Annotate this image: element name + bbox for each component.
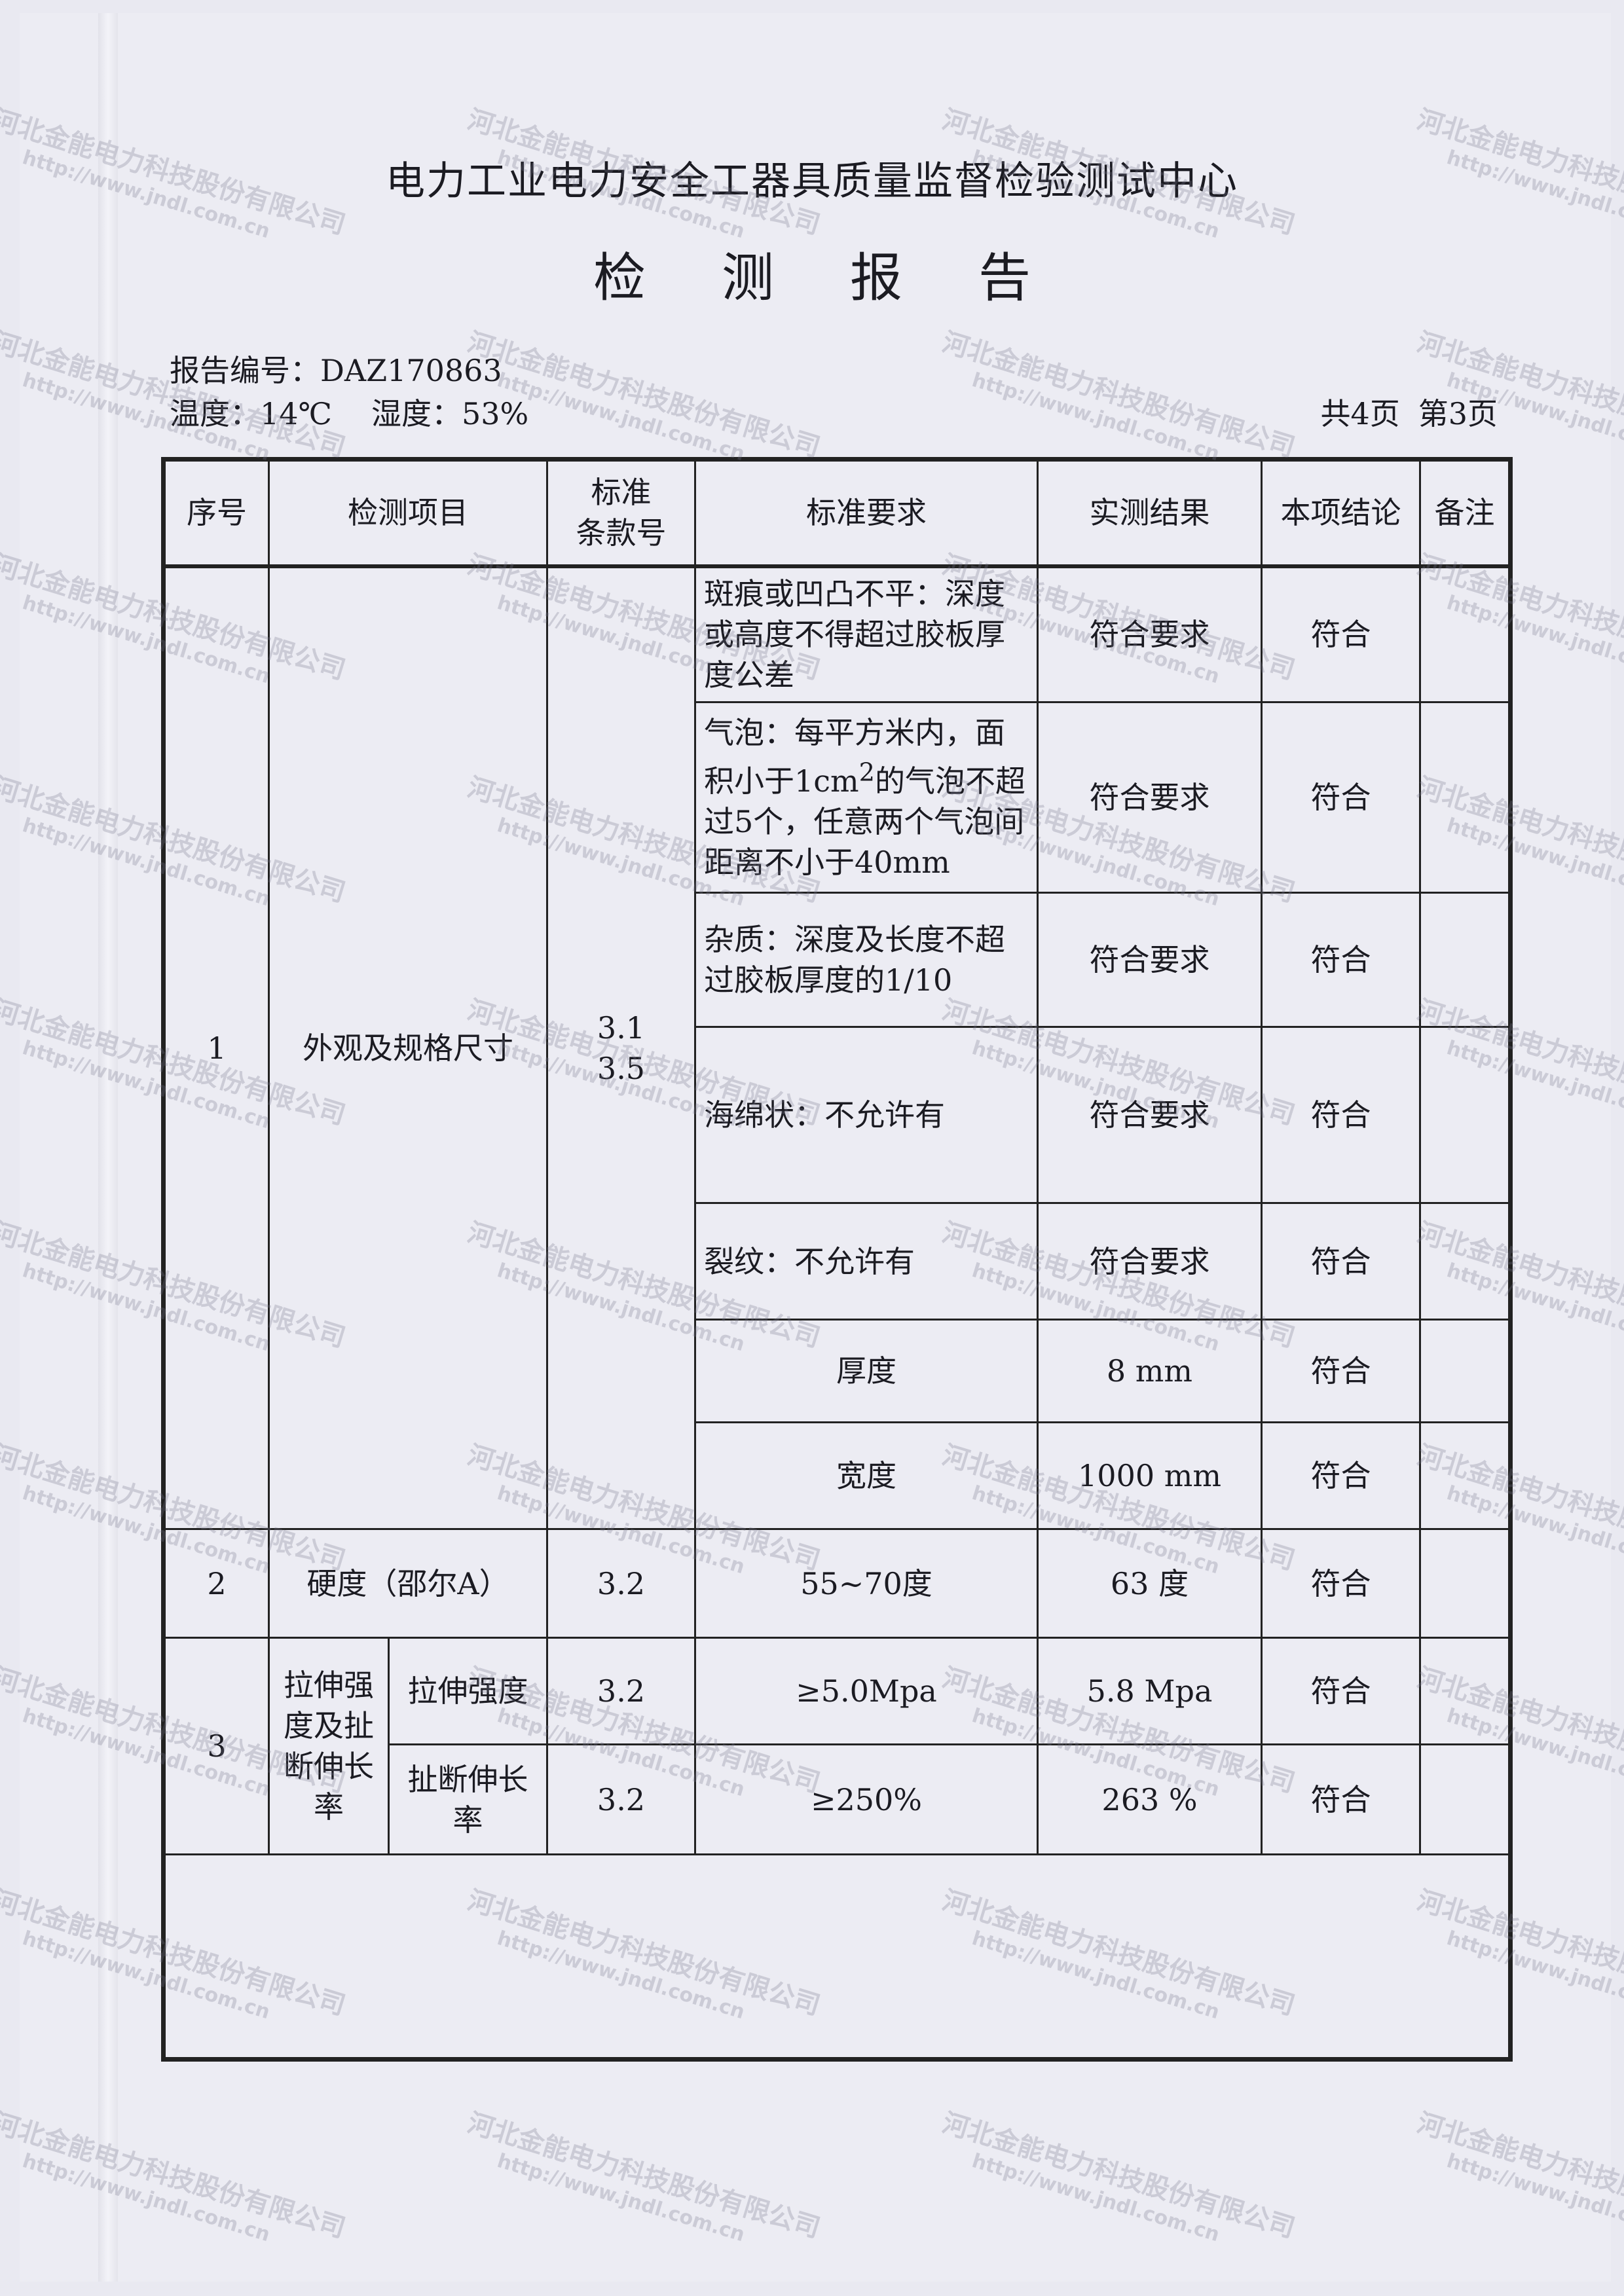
cell-item: 外观及规格尺寸 [268,565,548,1530]
cell-result: 1000 mm [1037,1421,1263,1530]
cell-subitem: 拉伸强度 [388,1637,548,1745]
col-header-requirement: 标准要求 [694,458,1039,568]
cell-requirement: 厚度 [694,1319,1039,1423]
report-title-char: 检 [593,247,646,308]
cell-clause: 3.2 [546,1637,696,1745]
table-header: 序号 检测项目 标准 条款号 标准要求 实测结果 本项结论 备注 [162,458,1511,568]
cell-item: 硬度（邵尔A） [268,1528,548,1639]
cell-verdict: 符合 [1261,1319,1421,1423]
cell-note [1419,1319,1511,1423]
table-row: 裂纹：不允许有 符合要求 符合 [164,1202,1511,1321]
cell-result: 8 mm [1037,1319,1263,1423]
table-row: 扯断伸长率 3.2 ≥250% 263 % 符合 [164,1743,1511,1855]
col-header-note: 备注 [1419,458,1511,568]
cell-result: 符合要求 [1037,1026,1263,1204]
cell-requirement: ≥250% [694,1743,1039,1855]
cell-result: 符合要求 [1037,565,1263,703]
col-header-clause: 标准 条款号 [546,458,696,568]
blank-area [163,1853,1511,2060]
inspection-table: 序号 检测项目 标准 条款号 标准要求 实测结果 本项结论 备注 1 外观及规格… [161,457,1513,2062]
cell-note [1419,565,1511,703]
col-header-item: 检测项目 [268,458,548,568]
cell-note [1419,1637,1511,1745]
cell-result: 符合要求 [1037,1202,1263,1321]
cell-note [1419,1202,1511,1321]
cell-result: 263 % [1037,1743,1263,1855]
cell-note [1419,892,1511,1028]
cell-verdict: 符合 [1261,701,1421,894]
cell-result: 63 度 [1037,1528,1263,1639]
cell-verdict: 符合 [1261,565,1421,703]
page-total: 共4页 [1320,396,1400,431]
temperature: 温度：14℃ [170,396,332,431]
cell-result: 5.8 Mpa [1037,1637,1263,1745]
cell-clause: 3.1 3.5 [546,565,696,1530]
cell-no: 2 [162,1528,270,1639]
report-title-char: 告 [978,247,1031,308]
cell-note [1419,701,1511,894]
report-number: 报告编号：DAZ170863 [170,347,502,390]
cell-note [1419,1026,1511,1204]
report-title: 检测报告 [0,236,1624,312]
cell-clause: 3.2 [546,1743,696,1855]
table-row: 杂质：深度及长度不超过胶板厚度的1/10 符合要求 符合 [164,892,1511,1028]
cell-note [1419,1421,1511,1530]
cell-note [1419,1743,1511,1855]
table-row: 3 拉伸强度及扯断伸长率 拉伸强度 3.2 ≥5.0Mpa 5.8 Mpa 符合 [162,1637,1511,1855]
cell-item: 拉伸强度及扯断伸长率 [268,1637,390,1855]
report-title-char: 测 [722,247,774,308]
cell-no: 1 [162,565,270,1530]
page-fold [98,13,118,2282]
cell-requirement: 海绵状：不允许有 [694,1026,1039,1204]
report-number-label: 报告编号： [170,353,320,388]
table-row: 海绵状：不允许有 符合要求 符合 [164,1026,1511,1204]
page-indicator: 共4页 第3页 [1320,390,1498,433]
report-number-value: DAZ170863 [320,353,502,388]
environment: 温度：14℃ 湿度：53% [170,390,528,433]
cell-requirement: 55~70度 [694,1528,1039,1639]
cell-result: 符合要求 [1037,892,1263,1028]
cell-requirement: 宽度 [694,1421,1039,1530]
cell-requirement: 斑痕或凹凸不平：深度或高度不得超过胶板厚度公差 [694,565,1039,703]
org-title: 电力工业电力安全工器具质量监督检验测试中心 [386,158,1238,204]
table-row: 宽度 1000 mm 符合 [164,1421,1511,1530]
cell-verdict: 符合 [1261,1743,1421,1855]
requirement-text: 气泡：每平方米内，面积小于1cm2的气泡不超过5个，任意两个气泡间距离不小于40… [704,714,1026,881]
cell-requirement: 裂纹：不允许有 [694,1202,1039,1321]
cell-verdict: 符合 [1261,1637,1421,1745]
cell-subitem: 扯断伸长率 [388,1743,548,1855]
cell-verdict: 符合 [1261,1421,1421,1530]
cell-requirement: ≥5.0Mpa [694,1637,1039,1745]
col-header-result: 实测结果 [1037,458,1263,568]
table-row: 1 外观及规格尺寸 3.1 3.5 斑痕或凹凸不平：深度或高度不得超过胶板厚度公… [162,565,1511,1530]
cell-verdict: 符合 [1261,1202,1421,1321]
report-title-char: 报 [850,247,902,308]
table-row: 气泡：每平方米内，面积小于1cm2的气泡不超过5个，任意两个气泡间距离不小于40… [164,701,1511,894]
table-blank-row [163,1853,1511,2060]
humidity: 湿度：53% [371,396,529,431]
cell-result: 符合要求 [1037,701,1263,894]
cell-requirement: 气泡：每平方米内，面积小于1cm2的气泡不超过5个，任意两个气泡间距离不小于40… [694,701,1039,894]
page-current: 第3页 [1418,396,1498,431]
col-header-verdict: 本项结论 [1261,458,1421,568]
cell-verdict: 符合 [1261,1528,1421,1639]
cell-verdict: 符合 [1261,892,1421,1028]
cell-clause: 3.2 [546,1528,696,1639]
col-header-no: 序号 [162,458,270,568]
cell-requirement: 杂质：深度及长度不超过胶板厚度的1/10 [694,892,1039,1028]
cell-verdict: 符合 [1261,1026,1421,1204]
table-row: 厚度 8 mm 符合 [164,1319,1511,1423]
cell-note [1419,1528,1511,1639]
table-row: 2 硬度（邵尔A） 3.2 55~70度 63 度 符合 [162,1528,1511,1639]
cell-no: 3 [162,1637,270,1855]
